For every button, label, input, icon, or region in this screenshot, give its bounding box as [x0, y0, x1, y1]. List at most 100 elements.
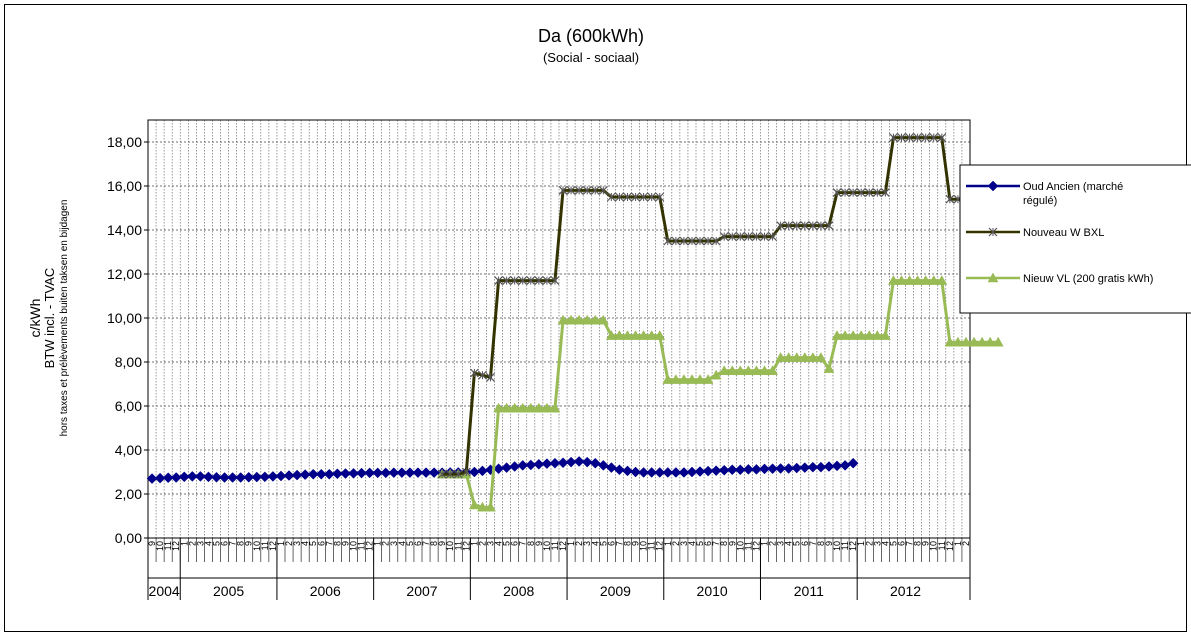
data-point — [783, 352, 795, 362]
data-point — [808, 221, 818, 231]
data-point — [686, 466, 698, 478]
x-tick-label: 6 — [800, 541, 810, 546]
year-label: 2012 — [890, 583, 921, 599]
data-point — [840, 188, 850, 198]
data-point — [517, 402, 529, 413]
data-point — [679, 236, 689, 246]
data-point — [824, 221, 834, 231]
data-point — [984, 336, 996, 347]
data-point — [863, 330, 875, 340]
data-point — [905, 133, 914, 143]
data-point — [638, 330, 650, 340]
x-tick-label: 6 — [220, 541, 230, 546]
data-point — [581, 314, 593, 325]
data-point — [597, 314, 609, 325]
data-point — [639, 192, 649, 202]
data-point — [864, 188, 874, 198]
data-point — [952, 336, 964, 347]
year-label: 2004 — [149, 583, 180, 599]
data-point — [307, 468, 319, 480]
data-point — [267, 471, 279, 482]
legend-marker — [987, 180, 999, 192]
y-tick-labels: 0,00 2,00 4,00 6,00 8,00 10,00 12,00 14,00 16,00… — [107, 134, 142, 546]
series-line — [442, 136, 999, 476]
data-point — [920, 275, 932, 285]
x-tick-label: 2 — [187, 541, 197, 546]
data-point — [889, 133, 898, 143]
data-point — [453, 469, 463, 479]
data-point — [437, 469, 447, 479]
x-tick-label: 9 — [437, 541, 447, 546]
data-point — [718, 365, 730, 376]
data-point — [823, 461, 835, 472]
legend-marker — [987, 272, 999, 283]
x-tick-label: 9 — [244, 541, 254, 546]
data-point — [823, 363, 835, 373]
x-tick-label: 1 — [373, 541, 383, 546]
data-point — [243, 471, 255, 483]
data-point — [663, 236, 673, 246]
x-tick-label: 3 — [486, 541, 496, 546]
x-tick-label: 8 — [526, 541, 536, 546]
x-tick-label: 12 — [751, 541, 761, 551]
data-point — [775, 463, 786, 474]
x-tick-label: 8 — [332, 541, 342, 546]
data-point — [694, 466, 706, 477]
data-point — [912, 275, 924, 285]
x-tick-label: 1 — [566, 541, 576, 546]
data-point — [622, 465, 633, 477]
series-2 — [436, 275, 1004, 512]
legend-label: régulé) — [1023, 195, 1057, 207]
data-point — [976, 336, 988, 347]
data-point — [332, 468, 343, 480]
data-point — [718, 464, 730, 476]
x-tick-label: 11 — [163, 541, 173, 550]
x-tick-label: 3 — [582, 541, 592, 546]
x-tick-label: 5 — [695, 541, 705, 546]
x-tick-label: 5 — [405, 541, 415, 546]
data-point — [742, 365, 754, 376]
data-point — [703, 236, 713, 246]
data-point — [694, 374, 706, 384]
x-tick-label: 6 — [316, 541, 326, 546]
y-tick-label: 16,00 — [107, 178, 142, 194]
data-point — [792, 221, 802, 231]
y-axis-label-line-1: c/kWh — [27, 299, 43, 338]
data-point — [203, 471, 214, 483]
data-point — [348, 467, 359, 479]
x-tick-label: 1 — [276, 541, 286, 546]
data-point — [283, 470, 295, 481]
y-tick-label: 6,00 — [115, 398, 142, 414]
data-point — [615, 192, 624, 202]
data-point — [647, 192, 657, 202]
data-point — [525, 402, 537, 413]
year-label: 2006 — [310, 583, 341, 599]
x-tick-label: 6 — [510, 541, 520, 546]
data-point — [888, 275, 899, 285]
data-point — [816, 221, 826, 231]
x-tick-label: 12 — [268, 541, 278, 551]
x-tick-label: 10 — [832, 541, 842, 551]
y-axis-label: c/kWh BTW incl. - TVAC hors taxes et pré… — [27, 200, 70, 437]
x-tick-label: 7 — [614, 541, 624, 546]
data-point — [396, 467, 408, 479]
data-point — [687, 236, 697, 246]
data-point — [549, 402, 561, 413]
x-tick-label: 6 — [606, 541, 616, 546]
data-point — [897, 133, 906, 143]
data-point — [235, 472, 247, 483]
y-tick-label: 4,00 — [115, 442, 142, 458]
data-point — [518, 276, 528, 286]
data-point — [380, 467, 392, 479]
x-tick-label: 3 — [776, 541, 786, 546]
x-tick-label: 12 — [365, 541, 375, 551]
x-tick-label: 8 — [913, 541, 923, 546]
data-point — [662, 467, 674, 478]
x-tick-label: 8 — [719, 541, 729, 546]
y-tick-label: 0,00 — [115, 530, 142, 546]
x-tick-label: 1 — [856, 541, 866, 546]
data-point — [557, 314, 569, 325]
x-tick-label: 11 — [937, 541, 947, 550]
data-point — [896, 275, 907, 285]
